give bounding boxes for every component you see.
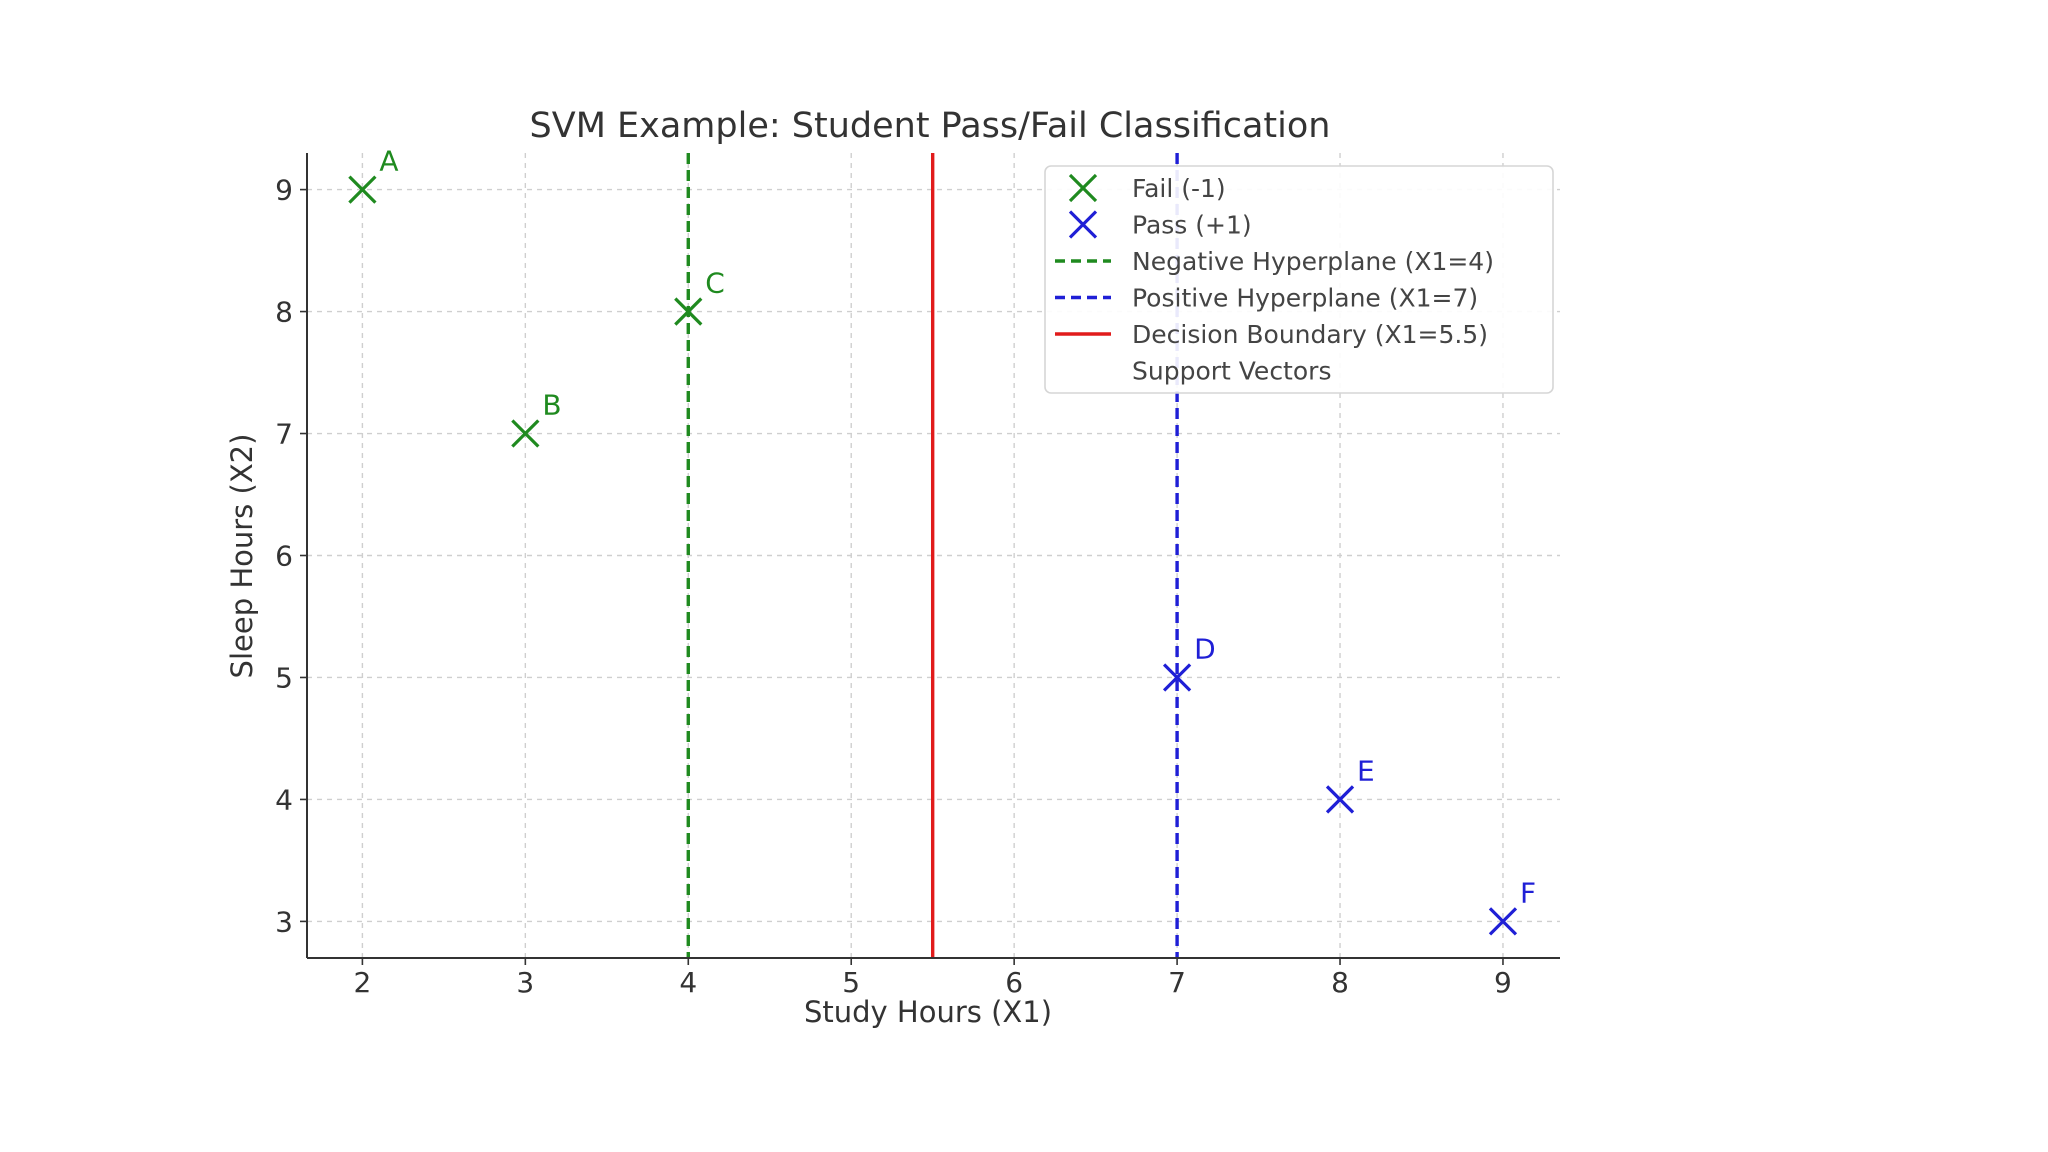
x-tick-label: 5 [842,966,860,999]
y-tick-label: 9 [275,174,293,207]
chart-title: SVM Example: Student Pass/Fail Classific… [530,106,1331,146]
y-tick-label: 3 [275,905,293,938]
data-point-marker [1162,663,1192,692]
legend-label: Fail (-1) [1132,174,1226,203]
hyperplane-lines [686,153,1179,958]
x-axis-label: Study Hours (X1) [804,995,1052,1029]
data-point-marker-stroke [348,175,377,204]
data-points: A B C D E F [348,145,1536,936]
legend-label: Pass (+1) [1132,211,1252,240]
data-point-marker [1488,907,1518,936]
legend-box [1044,165,1554,394]
data-point-marker-stroke [674,297,703,326]
tick-labels: 2 3 4 5 6 7 8 9 3 4 5 6 7 8 9 [275,174,1512,999]
x-tick-label: 2 [353,966,371,999]
y-tick-label: 5 [275,661,293,694]
x-tick-label: 9 [1494,966,1512,999]
legend-label: Decision Boundary (X1=5.5) [1132,320,1488,349]
y-tick-label: 4 [275,783,293,816]
chart-legend: Fail (-1) Pass (+1) Negative Hyperplane (X… [1044,165,1554,394]
legend-label: Negative Hyperplane (X1=4) [1132,247,1494,276]
legend-marker [1068,173,1098,203]
data-point-marker-stroke [1162,663,1192,692]
x-tick-label: 7 [1168,966,1186,999]
legend-marker-stroke [1068,173,1098,203]
data-point-label: B [542,389,561,422]
y-tick-label: 7 [275,418,293,451]
data-point-label: F [1520,876,1536,909]
data-point-marker-stroke [1325,785,1355,814]
y-tick-label: 8 [275,296,293,329]
x-tick-label: 8 [1331,966,1349,999]
data-point-label: A [379,145,398,178]
y-tick-label: 6 [275,540,293,573]
y-axis-label: Sleep Hours (X2) [225,434,259,679]
data-point-label: D [1194,632,1216,665]
legend-marker-stroke [1068,210,1098,239]
legend-label: Support Vectors [1132,357,1331,386]
data-point-marker [511,419,540,448]
x-tick-label: 6 [1005,966,1023,999]
data-point-marker-stroke [1488,907,1518,936]
x-tick-label: 4 [679,966,697,999]
data-point-label: C [705,267,725,300]
data-point-label: E [1357,754,1375,787]
data-point-marker-stroke [511,419,540,448]
data-point-marker [1325,785,1355,814]
data-point-marker [348,175,377,204]
data-point-marker [674,297,703,326]
legend-marker [1068,210,1098,239]
legend-label: Positive Hyperplane (X1=7) [1132,284,1478,313]
x-tick-label: 3 [516,966,534,999]
